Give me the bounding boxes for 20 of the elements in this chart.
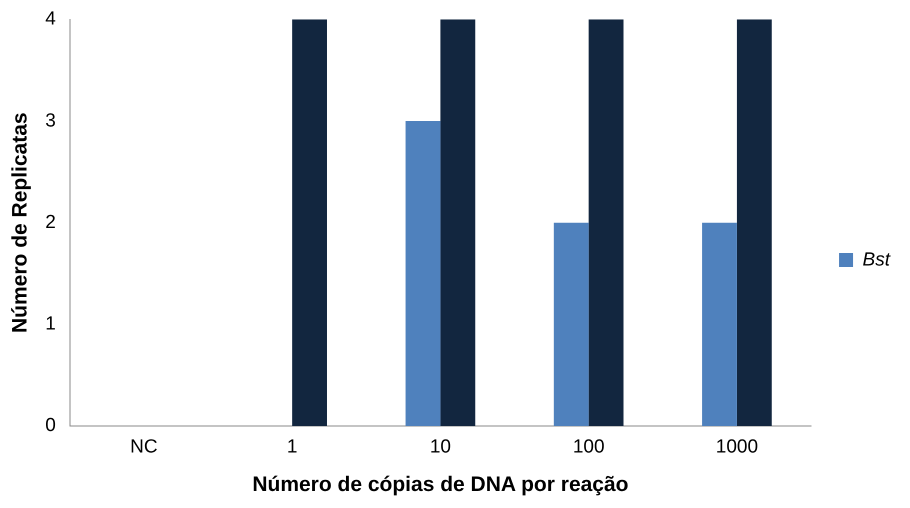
- x-tick-label: 1000: [716, 436, 758, 458]
- y-tick-label: 3: [45, 110, 56, 132]
- legend-label: Bst: [862, 249, 891, 270]
- bar: [406, 121, 440, 426]
- bar: [702, 222, 737, 426]
- x-axis-title: Número de cópias de DNA por reação: [252, 473, 628, 496]
- x-tick-label: 100: [572, 436, 605, 458]
- bar: [736, 19, 772, 426]
- bar: [588, 19, 624, 426]
- y-tick-label: 2: [45, 212, 56, 233]
- y-axis-title: Número de Replicatas: [8, 112, 32, 333]
- x-tick-label: NC: [130, 436, 158, 458]
- bar: [292, 19, 327, 426]
- bar: [554, 222, 589, 426]
- x-tick-label: 1: [286, 436, 298, 458]
- y-tick-label: 1: [45, 314, 56, 335]
- bar: [440, 19, 476, 426]
- x-tick-label: 10: [430, 436, 451, 458]
- y-tick-label: 0: [45, 415, 56, 436]
- y-tick-label: 4: [45, 8, 56, 30]
